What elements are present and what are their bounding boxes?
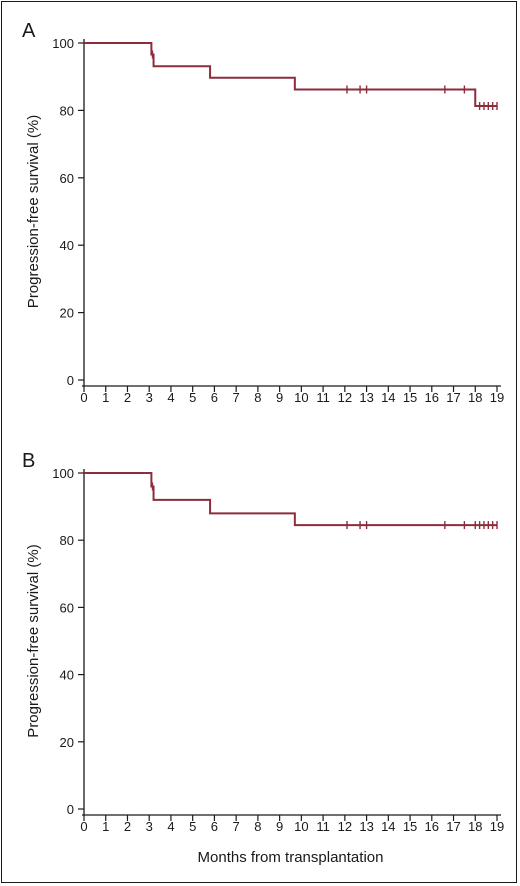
panel-b-x-tick-label: 7 (233, 819, 240, 834)
panel-b-x-tick-label: 10 (294, 819, 308, 834)
panel-a-y-axis-title: Progression-free survival (%) (25, 115, 42, 308)
panel-a-x-tick-label: 11 (316, 390, 330, 405)
panel-a-x-tick-label: 4 (167, 390, 174, 405)
panel-a-x-tick-label: 0 (80, 390, 87, 405)
panel-b-y-tick-label: 0 (67, 802, 74, 817)
panel-a-label: A (22, 20, 36, 42)
panel-a-x-tick-label: 8 (254, 390, 261, 405)
panel-a-y-tick-label: 60 (60, 171, 74, 186)
panel-a-y-tick-label: 40 (60, 238, 74, 253)
panel-b-x-tick-label: 0 (80, 819, 87, 834)
panel-a-x-tick-label: 5 (189, 390, 196, 405)
panel-a-x-tick-label: 10 (294, 390, 308, 405)
panel-b-x-tick-label: 16 (425, 819, 439, 834)
panel-b-x-tick-label: 18 (468, 819, 482, 834)
panel-a-x-tick-label: 7 (233, 390, 240, 405)
panel-a-x-tick-label: 6 (211, 390, 218, 405)
panel-b-x-tick-label: 13 (359, 819, 373, 834)
panel-b-x-axis-title: Months from transplantation (198, 849, 384, 866)
panel-b-label: B (22, 450, 35, 472)
panel-b-y-tick-label: 20 (60, 735, 74, 750)
panel-b-x-tick-label: 19 (490, 819, 504, 834)
panel-a-y-tick-label: 100 (52, 36, 74, 51)
panel-a-y-tick-label: 0 (67, 373, 74, 388)
panel-a-y-tick-label: 20 (60, 306, 74, 321)
panel-b-x-tick-label: 2 (124, 819, 131, 834)
panel-a-x-tick-label: 18 (468, 390, 482, 405)
panel-b-y-axis-title: Progression-free survival (%) (25, 544, 42, 737)
panel-b-y-tick-label: 40 (60, 668, 74, 683)
panel-a-x-tick-label: 12 (338, 390, 352, 405)
panel-b-x-tick-label: 15 (403, 819, 417, 834)
panel-b-x-tick-label: 9 (276, 819, 283, 834)
panel-a-x-tick-label: 13 (359, 390, 373, 405)
panel-b-x-tick-label: 3 (146, 819, 153, 834)
panel-b-x-tick-label: 17 (446, 819, 460, 834)
panel-a-x-tick-label: 15 (403, 390, 417, 405)
panel-b-y-tick-label: 80 (60, 533, 74, 548)
panel-a-x-tick-label: 17 (446, 390, 460, 405)
panel-b-x-tick-label: 14 (381, 819, 395, 834)
panel-b-x-tick-label: 12 (338, 819, 352, 834)
panel-a-survival-curve (84, 42, 497, 108)
panel-a-x-tick-label: 2 (124, 390, 131, 405)
panel-b-x-tick-label: 8 (254, 819, 261, 834)
panel-b-y-tick-label: 100 (52, 466, 74, 481)
panel-b-x-tick-label: 11 (316, 819, 330, 834)
panel-b-x-tick-label: 1 (102, 819, 109, 834)
panel-a-x-tick-label: 14 (381, 390, 395, 405)
panel-a-x-tick-label: 19 (490, 390, 504, 405)
panel-a-x-tick-label: 9 (276, 390, 283, 405)
panel-b-y-tick-label: 60 (60, 600, 74, 615)
panel-a-y-tick-label: 80 (60, 103, 74, 118)
panel-a-x-tick-label: 1 (102, 390, 109, 405)
panel-b-survival-curve (84, 472, 497, 527)
panel-b-x-tick-label: 4 (167, 819, 174, 834)
panel-b-x-tick-label: 5 (189, 819, 196, 834)
panel-a-x-tick-label: 16 (425, 390, 439, 405)
panel-b-x-tick-label: 6 (211, 819, 218, 834)
panel-a-x-tick-label: 3 (146, 390, 153, 405)
